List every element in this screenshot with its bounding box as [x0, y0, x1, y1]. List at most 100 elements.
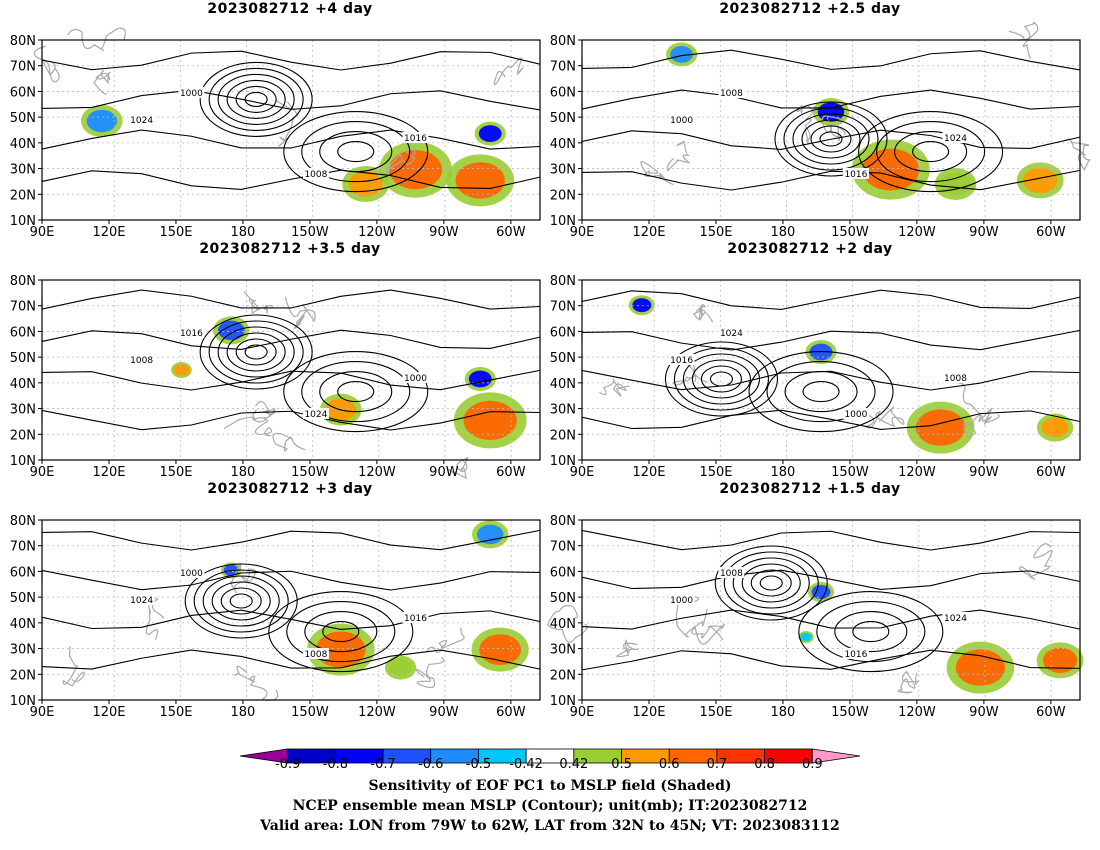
colorbar-tick-label: -0.6	[406, 757, 456, 772]
map-panel-plot: 1024 1000 1008 1016 80N 70N 60N 50N 40N 30N 20N 10N…	[550, 274, 1080, 480]
lat-label: 50N	[550, 591, 576, 606]
lat-label: 40N	[550, 377, 576, 392]
lon-label: 90E	[570, 705, 595, 720]
contour-label: 1016	[404, 134, 427, 144]
lon-label: 180	[231, 705, 256, 720]
lon-label: 120E	[92, 225, 125, 240]
lon-label: 180	[231, 225, 256, 240]
caption-line-2: NCEP ensemble mean MSLP (Contour); unit(…	[0, 797, 1100, 815]
lon-label: 150E	[699, 705, 732, 720]
contour-label: 1008	[944, 374, 967, 384]
lat-label: 60N	[550, 85, 576, 100]
contour-label: 1024	[304, 410, 327, 420]
lat-label: 20N	[550, 188, 576, 203]
lat-label: 80N	[10, 34, 36, 49]
lon-label: 60W	[496, 225, 526, 240]
contour-label: 1024	[130, 116, 153, 126]
map-panel-plot: 1000 1008 1016 1024 80N 70N 60N 50N 40N 30N 20N 10N…	[10, 28, 540, 240]
lat-label: 40N	[10, 617, 36, 632]
contour-label: 1008	[304, 650, 327, 660]
lon-label: 90W	[969, 465, 999, 480]
lon-label: 60W	[496, 705, 526, 720]
lon-label: 60W	[496, 465, 526, 480]
contour-label: 1000	[670, 596, 693, 606]
lat-label: 50N	[550, 111, 576, 126]
lon-label: 90E	[30, 225, 55, 240]
contour-label: 1000	[180, 569, 203, 579]
lat-label: 50N	[550, 351, 576, 366]
lon-label: 90W	[429, 705, 459, 720]
caption-line-1: Sensitivity of EOF PC1 to MSLP field (Sh…	[0, 777, 1100, 795]
contour-label: 1000	[180, 89, 203, 99]
map-panel-plot: 1016 1024 1000 1008 80N 70N 60N 50N 40N 30N 20N 10N…	[10, 274, 540, 480]
colorbar-tick-label: -0.8	[310, 757, 360, 772]
contour-label: 1008	[304, 170, 327, 180]
contour-label: 1016	[844, 650, 867, 660]
lat-label: 30N	[550, 403, 576, 418]
lat-label: 40N	[10, 137, 36, 152]
lon-label: 90E	[30, 465, 55, 480]
lon-label: 150E	[159, 465, 192, 480]
colorbar-tick-label: 0.8	[740, 757, 790, 772]
lat-label: 30N	[10, 643, 36, 658]
lat-label: 70N	[550, 60, 576, 75]
map-panel-plot: 1008 1016 1024 1000 80N 70N 60N 50N 40N 30N 20N 10N…	[548, 514, 1084, 720]
lon-label: 120E	[632, 465, 665, 480]
lat-label: 60N	[550, 565, 576, 580]
lon-label: 120E	[632, 225, 665, 240]
contour-label: 1000	[844, 410, 867, 420]
lon-label: 120E	[92, 465, 125, 480]
lon-label: 120W	[358, 705, 396, 720]
lon-label: 90W	[429, 465, 459, 480]
lon-label: 180	[231, 465, 256, 480]
contour-label: 1000	[404, 374, 427, 384]
lat-label: 60N	[10, 325, 36, 340]
lat-label: 60N	[10, 85, 36, 100]
lon-label: 60W	[1036, 225, 1066, 240]
lat-label: 60N	[550, 325, 576, 340]
lon-label: 150E	[699, 465, 732, 480]
lat-label: 40N	[10, 377, 36, 392]
lon-label: 90E	[570, 465, 595, 480]
lat-label: 40N	[550, 137, 576, 152]
lon-label: 180	[771, 465, 796, 480]
lon-label: 150W	[831, 705, 869, 720]
lat-label: 50N	[10, 591, 36, 606]
lon-label: 150W	[291, 705, 329, 720]
lon-label: 90E	[30, 705, 55, 720]
colorbar-tick-label: -0.42	[501, 757, 551, 772]
colorbar-tick-label: 0.5	[597, 757, 647, 772]
lat-label: 80N	[10, 274, 36, 289]
lat-label: 30N	[10, 163, 36, 178]
lon-label: 120W	[898, 465, 936, 480]
contour-label: 1016	[844, 170, 867, 180]
lat-label: 20N	[550, 668, 576, 683]
lon-label: 150W	[831, 225, 869, 240]
lon-label: 120W	[898, 705, 936, 720]
map-panel-plot: 1000 1008 1016 1024 80N 70N 60N 50N 40N 30N 20N 10N…	[10, 514, 540, 720]
lon-label: 150E	[159, 705, 192, 720]
contour-label: 1016	[404, 614, 427, 624]
colorbar-tick-label: -0.5	[453, 757, 503, 772]
contour-label: 1016	[180, 329, 203, 339]
lat-label: 80N	[10, 514, 36, 529]
contour-label: 1008	[720, 89, 743, 99]
lon-label: 150W	[831, 465, 869, 480]
lat-label: 20N	[10, 188, 36, 203]
lon-label: 90W	[969, 705, 999, 720]
lon-label: 90W	[969, 225, 999, 240]
colorbar-tick-label: -0.9	[263, 757, 313, 772]
lat-label: 30N	[550, 163, 576, 178]
colorbar-tick-label: 0.6	[644, 757, 694, 772]
map-panel-plot: 1008 1016 1024 1000 80N 70N 60N 50N 40N 30N 20N 10N…	[550, 23, 1090, 240]
contour-label: 1016	[670, 356, 693, 366]
lat-label: 30N	[10, 403, 36, 418]
lat-label: 20N	[10, 428, 36, 443]
lat-label: 50N	[10, 111, 36, 126]
colorbar-tick-label: -0.7	[358, 757, 408, 772]
caption-line-3: Valid area: LON from 79W to 62W, LAT fro…	[0, 817, 1100, 835]
lon-label: 150W	[291, 225, 329, 240]
lon-label: 90E	[570, 225, 595, 240]
lon-label: 60W	[1036, 465, 1066, 480]
lon-label: 120W	[358, 465, 396, 480]
